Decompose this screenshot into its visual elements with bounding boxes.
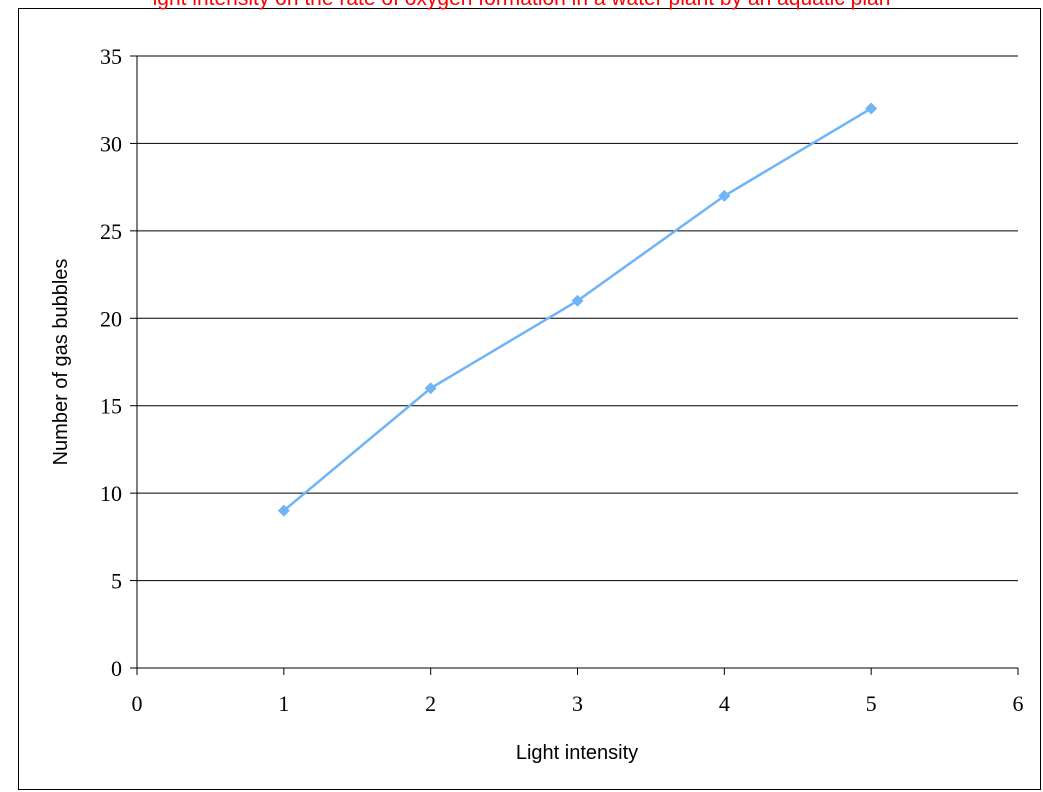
y-tick-label: 10 [100,481,122,506]
y-tick-label: 0 [111,656,122,681]
x-tick-label: 4 [719,691,730,716]
data-point-marker [865,102,878,115]
x-tick-label: 1 [278,691,289,716]
y-axis-title: Number of gas bubbles [50,259,72,466]
y-tick-label: 20 [100,306,122,331]
y-tick-label: 15 [100,394,122,419]
x-axis-title: Light intensity [516,742,638,764]
y-tick-label: 30 [100,131,122,156]
chart-title: ight intensity on the rate of oxygen for… [0,0,1043,12]
data-point-marker [571,294,584,307]
y-tick-label: 25 [100,219,122,244]
x-tick-label: 2 [425,691,436,716]
data-point-marker [424,382,437,395]
chart-area [18,8,1041,790]
data-point-marker [277,504,290,517]
series-line [283,107,872,512]
data-point-marker [718,189,731,202]
x-tick-label: 6 [1013,691,1024,716]
x-tick-label: 5 [866,691,877,716]
x-tick-label: 0 [132,691,143,716]
y-tick-label: 35 [100,44,122,69]
y-tick-label: 5 [111,569,122,594]
x-tick-label: 3 [572,691,583,716]
